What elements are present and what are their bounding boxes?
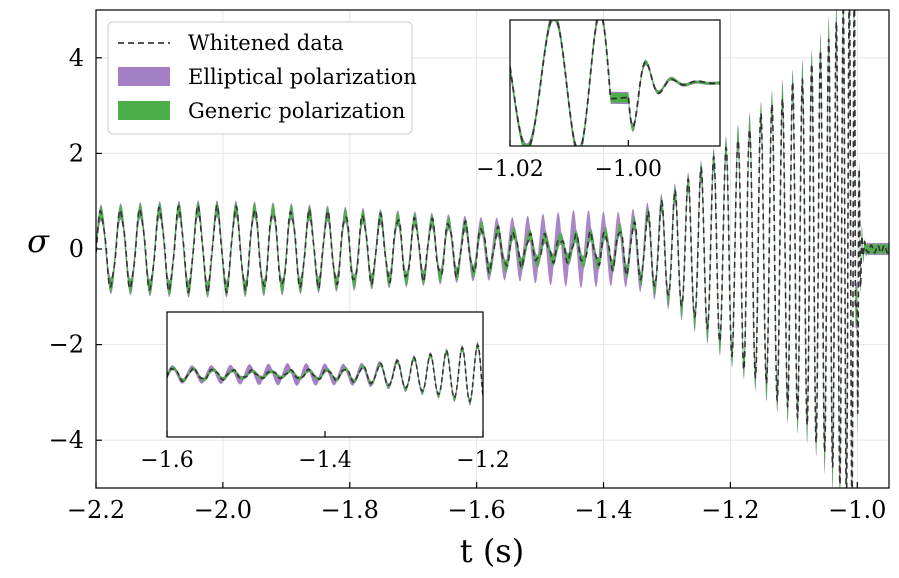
inset-late-x-ticks: −1.02 −1.00 (476, 140, 662, 182)
elliptical-band-inset-mid (167, 341, 483, 406)
inset-late-background (510, 20, 720, 146)
legend-label-whitened: Whitened data (188, 31, 344, 55)
legend-label-generic: Generic polarization (188, 99, 405, 123)
y-axis-label: σ (27, 222, 50, 260)
y-tick-label: 2 (69, 139, 84, 167)
inset-x-tick-label: −1.2 (456, 448, 509, 473)
legend-box (107, 21, 413, 135)
x-tick-label: −1.6 (447, 496, 505, 524)
y-tick-label: 0 (69, 235, 84, 263)
inset-late: −1.02 −1.00 (476, 19, 721, 182)
generic-band-inset-late (510, 20, 720, 146)
x-tick-label: −2.0 (194, 496, 252, 524)
inset-x-tick-label: −1.02 (476, 157, 543, 182)
elliptical-band-main (96, 10, 889, 488)
y-tick-label: −2 (49, 331, 84, 359)
legend-swatch-elliptical (118, 67, 170, 86)
inset-mid: −1.6 −1.4 −1.2 (140, 311, 510, 473)
inset-late-frame (509, 19, 721, 147)
legend-swatch-generic (118, 101, 170, 120)
legend: Whitened data Elliptical polarization Ge… (107, 21, 417, 135)
inset-x-tick-label: −1.6 (140, 448, 193, 473)
x-axis-label: t (s) (460, 532, 524, 570)
x-tick-label: −1.0 (828, 496, 886, 524)
x-tick-label: −1.2 (701, 496, 759, 524)
whitened-data-line-inset-late (510, 20, 720, 146)
inset-x-tick-label: −1.4 (298, 448, 351, 473)
y-tick-label: −4 (49, 426, 84, 454)
x-tick-label: −1.8 (321, 496, 379, 524)
x-axis-ticks: −2.2 −2.0 −1.8 −1.6 −1.4 −1.2 −1.0 (67, 482, 886, 524)
x-tick-label: −2.2 (67, 496, 125, 524)
y-axis-ticks: −4 −2 0 2 4 (49, 44, 102, 454)
y-tick-label: 4 (69, 44, 84, 72)
legend-label-elliptical: Elliptical polarization (188, 65, 417, 89)
inset-mid-background (167, 312, 483, 437)
whitened-data-line-inset-mid (167, 344, 483, 403)
inset-mid-x-ticks: −1.6 −1.4 −1.2 (140, 431, 510, 473)
inset-x-tick-label: −1.00 (595, 157, 662, 182)
whitened-data-line-main (96, 10, 889, 488)
x-tick-label: −1.4 (574, 496, 632, 524)
